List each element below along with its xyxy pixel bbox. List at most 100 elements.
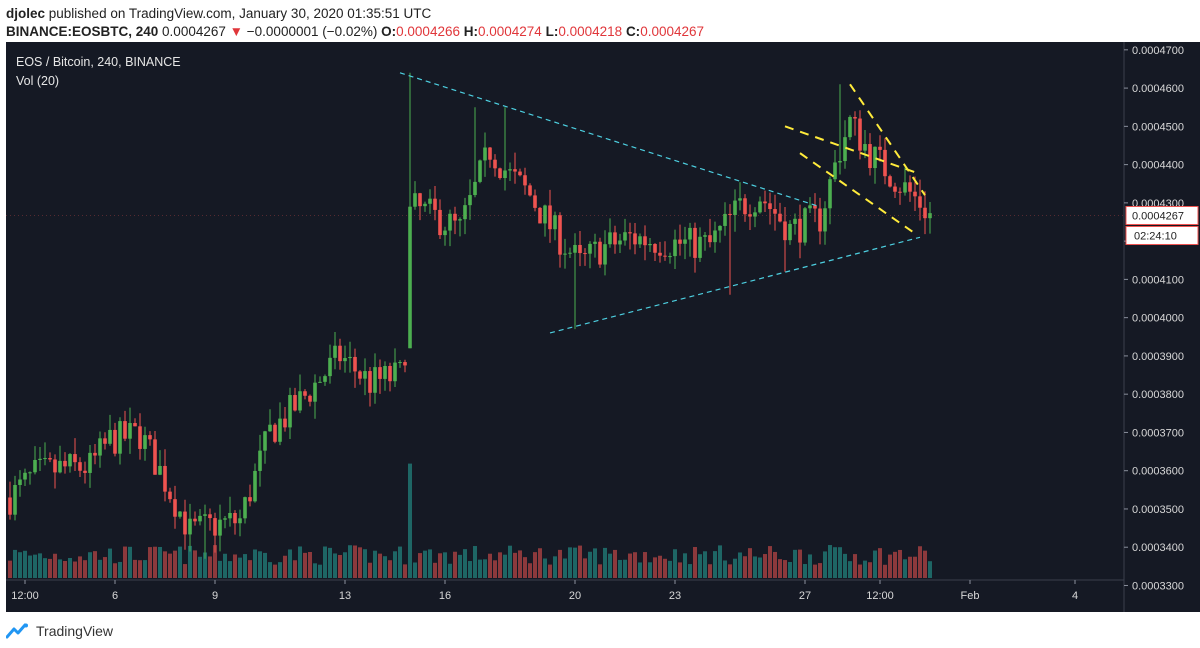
footer-brand[interactable]: TradingView	[36, 623, 114, 639]
chart-container[interactable]: 0.0004700 0.0004600 0.0004500 0.0004400 0.00…	[6, 42, 1200, 612]
candle-body	[353, 356, 357, 372]
candle-body	[268, 424, 272, 432]
candle-body	[163, 465, 167, 492]
candle-body	[478, 160, 482, 182]
candle-body	[258, 450, 262, 471]
candle-body	[113, 429, 117, 454]
triangle-lower-trendline[interactable]	[549, 236, 921, 334]
candle-body	[758, 201, 762, 213]
time-tick-label: 9	[212, 590, 218, 602]
price-axis[interactable]: 0.0004700 0.0004600 0.0004500 0.0004400 0.00…	[1123, 42, 1184, 612]
candle-body	[348, 356, 352, 359]
candle-body	[808, 205, 812, 209]
candle-body	[668, 256, 672, 258]
volume-bar	[488, 553, 492, 578]
candle-body	[378, 367, 382, 379]
candle-body	[33, 459, 37, 473]
volume-bar	[698, 554, 702, 578]
candle-body	[838, 161, 842, 163]
candle-body	[38, 458, 42, 460]
footer: TradingView	[6, 620, 113, 642]
candle-body	[273, 424, 277, 442]
open-value: 0.0004266	[396, 24, 460, 39]
time-axis[interactable]: 12:00 6 9 13 16 20 23 27 12:00 Feb 4	[6, 579, 1124, 602]
volume-bar	[708, 564, 712, 578]
volume-bar	[888, 554, 892, 578]
last-price-tag: 0.0004267 02:24:10	[6, 205, 1199, 245]
candle-body	[603, 244, 607, 265]
candle-body	[43, 458, 47, 460]
candlestick-chart[interactable]: 0.0004700 0.0004600 0.0004500 0.0004400 0.00…	[6, 42, 1200, 612]
volume-bar	[873, 550, 877, 578]
channel-outer-line[interactable]	[784, 125, 916, 174]
candle-body	[873, 146, 877, 169]
candle-body	[298, 391, 302, 411]
candle-body	[328, 357, 332, 377]
candle-body	[508, 169, 512, 171]
candle-body	[543, 205, 547, 224]
volume-bar	[313, 563, 317, 578]
volume-bar	[458, 554, 462, 578]
candle-body	[828, 179, 832, 209]
volume-bar	[463, 549, 467, 578]
volume-bar	[218, 560, 222, 578]
candle-body	[143, 435, 147, 449]
volume-bar	[293, 560, 297, 578]
candle-body	[48, 458, 52, 460]
volume-bar	[613, 549, 617, 578]
volume-bar	[898, 549, 902, 578]
time-tick-label: Feb	[961, 590, 980, 602]
candle-body	[713, 230, 717, 243]
volume-bar	[913, 556, 917, 578]
candle-body	[63, 460, 67, 467]
volume-bar	[818, 563, 822, 578]
volume-bar	[883, 564, 887, 578]
author-name[interactable]: djolec	[6, 6, 46, 21]
candle-body	[693, 227, 697, 258]
candle-body	[913, 191, 917, 197]
volume-bar	[308, 551, 312, 578]
candle-body	[388, 366, 392, 382]
close-label: C:	[625, 24, 641, 39]
volume-bar	[113, 563, 117, 578]
candle-body	[898, 191, 902, 193]
candle-body	[663, 255, 667, 257]
candle-body	[803, 208, 807, 243]
volume-bar	[518, 550, 522, 578]
volume-bar	[498, 552, 502, 578]
volume-bar	[333, 553, 337, 578]
candle-body	[573, 244, 577, 253]
channel-upper-line[interactable]	[849, 83, 926, 196]
volume-bar	[483, 559, 487, 578]
volume-bar	[688, 564, 692, 578]
volume-bar	[148, 547, 152, 578]
candle-body	[23, 472, 27, 480]
tradingview-logo-icon	[6, 623, 28, 639]
volume-bar	[813, 564, 817, 578]
volume-bar	[338, 555, 342, 578]
candle-body	[423, 203, 427, 207]
candle-body	[448, 213, 452, 231]
volume-bar	[243, 554, 247, 578]
low-value: 0.0004218	[558, 24, 623, 39]
volume-bar	[403, 564, 407, 578]
candle-body	[623, 232, 627, 241]
candle-body	[923, 207, 927, 219]
volume-bar	[628, 553, 632, 578]
volume-bar	[908, 556, 912, 578]
time-tick-label: 4	[1072, 590, 1078, 602]
volume-bar	[183, 564, 187, 578]
candle-body	[428, 198, 432, 204]
volume-bar	[618, 559, 622, 578]
volume-bar	[168, 553, 172, 578]
candle-body	[228, 513, 232, 519]
volume-bar	[398, 546, 402, 578]
candle-body	[588, 243, 592, 254]
candle-body	[123, 421, 127, 439]
volume-bar	[438, 553, 442, 578]
volume-bar	[373, 550, 377, 578]
channel-lower-line[interactable]	[799, 152, 916, 235]
candle-body	[673, 239, 677, 257]
triangle-upper-trendline[interactable]	[399, 72, 821, 208]
candle-body	[253, 470, 257, 502]
